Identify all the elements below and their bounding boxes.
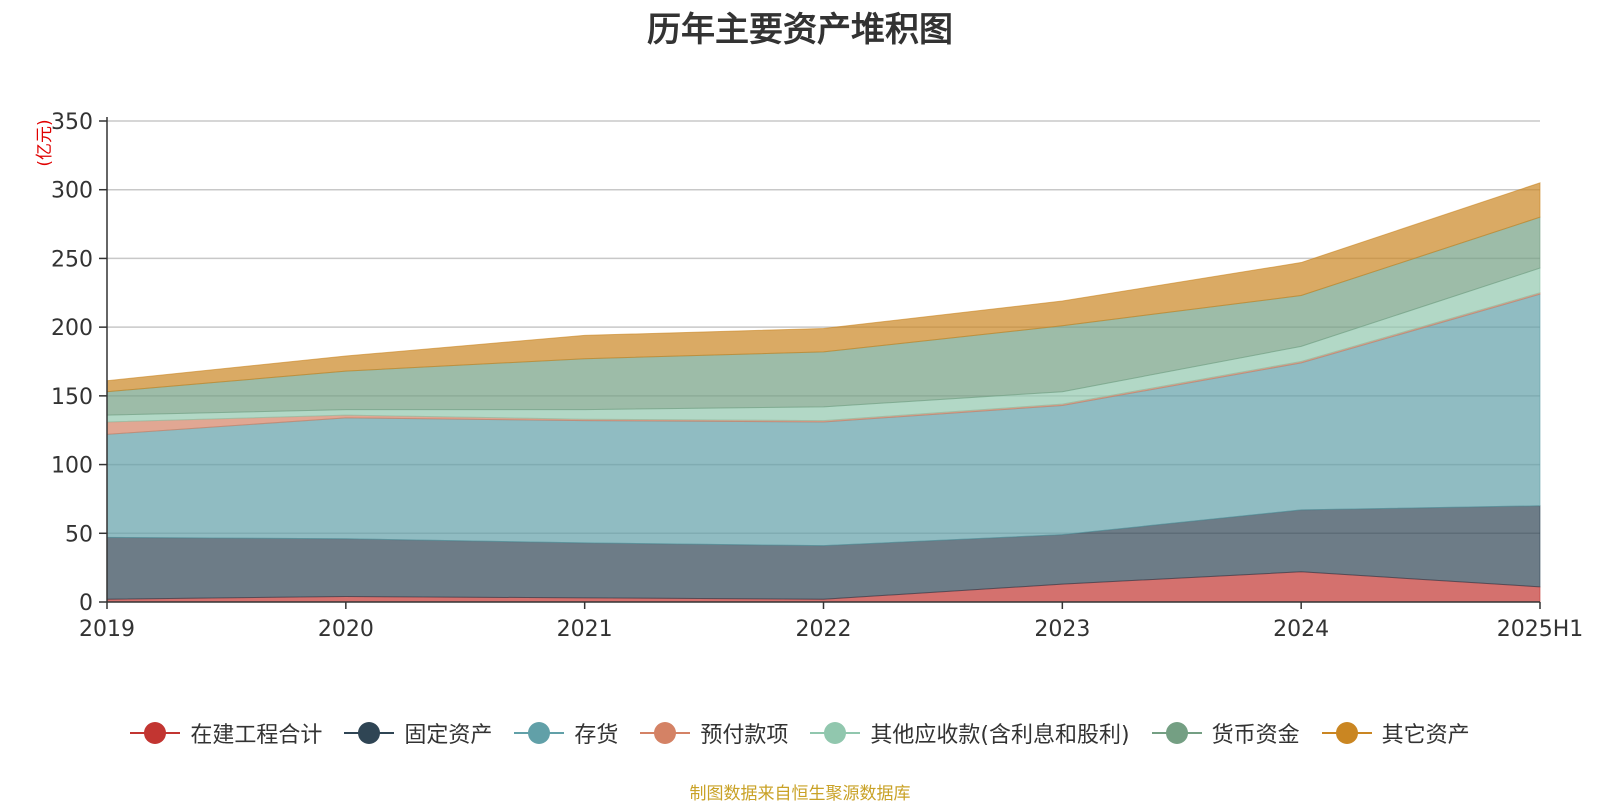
y-tick-label: 0 [79,591,93,616]
legend-item[interactable]: 固定资产 [344,717,492,749]
y-tick-label: 100 [51,454,93,479]
axes: 0 50 100 150 200 250 300 350 2019 2020 2021 2022 202… [51,110,1583,642]
x-tick-label: 2024 [1273,617,1329,642]
legend-label: 其他应收款(含利息和股利) [870,723,1130,748]
legend-item[interactable]: 货币资金 [1151,717,1300,749]
y-tick-label: 200 [51,316,93,341]
x-tick-label: 2023 [1034,617,1090,642]
x-tick-label: 2020 [318,617,374,642]
series-area [106,182,1541,393]
x-tick-label: 2022 [796,617,852,642]
stacked-area-chart: 0 50 100 150 200 250 300 350 2019 2020 2021 2022 202… [35,110,1583,642]
y-axis-label: (亿元) [35,119,55,166]
legend-label: 存货 [574,723,619,748]
legend-marker-icon [810,720,861,746]
legend-marker-icon [1151,720,1202,746]
legend-marker-icon [514,720,565,746]
series-areas [106,182,1541,603]
y-tick-label: 50 [65,522,93,547]
y-tick-label: 350 [51,110,93,135]
legend-label: 预付款项 [700,723,789,748]
data-source-note: 制图数据来自恒生聚源数据库 [689,784,911,804]
x-tick-label: 2025H1 [1497,617,1584,642]
legend-marker-icon [130,720,181,746]
legend-item[interactable]: 其他应收款(含利息和股利) [810,717,1130,749]
legend-label: 货币资金 [1211,723,1300,748]
legend: 在建工程合计 固定资产 存货 预付款项 其他应收款(含利息和股利) 货币资金 其它资产 [0,717,1600,749]
legend-label: 固定资产 [404,723,493,748]
x-tick-label: 2019 [79,617,135,642]
y-tick-label: 250 [51,247,93,272]
y-tick-label: 150 [51,385,93,410]
legend-item[interactable]: 在建工程合计 [130,717,322,749]
legend-label: 其它资产 [1381,723,1470,748]
legend-item[interactable]: 预付款项 [640,717,788,749]
x-tick-label: 2021 [557,617,613,642]
legend-marker-icon [640,720,691,746]
legend-label: 在建工程合计 [190,723,323,748]
legend-item[interactable]: 其它资产 [1321,717,1470,749]
chart-title: 历年主要资产堆积图 [647,10,953,50]
legend-item[interactable]: 存货 [514,717,618,749]
y-tick-label: 300 [51,179,93,204]
legend-marker-icon [1321,720,1372,746]
legend-marker-icon [344,720,395,746]
